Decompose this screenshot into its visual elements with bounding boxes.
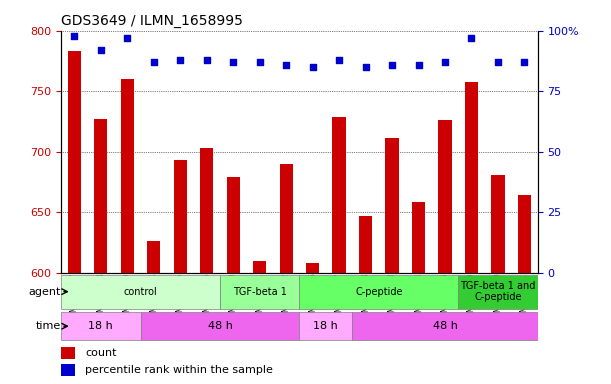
Text: GSM507416: GSM507416 bbox=[202, 273, 211, 323]
Point bbox=[308, 64, 318, 70]
FancyBboxPatch shape bbox=[353, 312, 538, 340]
Bar bbox=[491, 175, 505, 273]
Text: GSM507430: GSM507430 bbox=[494, 273, 502, 323]
Point bbox=[440, 59, 450, 65]
Point bbox=[229, 59, 238, 65]
Text: GDS3649 / ILMN_1658995: GDS3649 / ILMN_1658995 bbox=[61, 14, 243, 28]
Text: control: control bbox=[123, 286, 158, 297]
Bar bbox=[61, 364, 75, 376]
Bar bbox=[386, 138, 398, 273]
Bar bbox=[332, 117, 346, 273]
Text: agent: agent bbox=[29, 286, 61, 297]
Bar bbox=[61, 347, 75, 359]
Text: TGF-beta 1 and
C-peptide: TGF-beta 1 and C-peptide bbox=[460, 281, 536, 303]
Text: 18 h: 18 h bbox=[313, 321, 338, 331]
Point bbox=[414, 61, 423, 68]
FancyBboxPatch shape bbox=[141, 312, 299, 340]
Text: 48 h: 48 h bbox=[433, 321, 458, 331]
Text: GSM507423: GSM507423 bbox=[387, 273, 397, 323]
Bar bbox=[412, 202, 425, 273]
Text: GSM507424: GSM507424 bbox=[414, 273, 423, 323]
Text: GSM507418: GSM507418 bbox=[97, 273, 105, 323]
Bar bbox=[279, 164, 293, 273]
FancyBboxPatch shape bbox=[61, 275, 220, 309]
Text: GSM507425: GSM507425 bbox=[441, 273, 450, 323]
Text: GSM507426: GSM507426 bbox=[308, 273, 317, 323]
FancyBboxPatch shape bbox=[299, 275, 458, 309]
Bar bbox=[227, 177, 240, 273]
Text: GSM507422: GSM507422 bbox=[282, 273, 291, 323]
Text: count: count bbox=[85, 348, 117, 358]
Bar bbox=[518, 195, 531, 273]
FancyBboxPatch shape bbox=[61, 312, 141, 340]
Point bbox=[334, 57, 344, 63]
Text: 48 h: 48 h bbox=[208, 321, 232, 331]
FancyBboxPatch shape bbox=[220, 275, 299, 309]
Bar bbox=[465, 81, 478, 273]
Text: 18 h: 18 h bbox=[89, 321, 113, 331]
Point bbox=[467, 35, 477, 41]
Bar bbox=[94, 119, 108, 273]
Bar bbox=[359, 216, 372, 273]
Text: GSM507415: GSM507415 bbox=[176, 273, 185, 323]
Text: GSM507429: GSM507429 bbox=[467, 273, 476, 323]
Point bbox=[202, 57, 211, 63]
Bar bbox=[120, 79, 134, 273]
Point bbox=[122, 35, 132, 41]
Point bbox=[255, 59, 265, 65]
Point bbox=[96, 47, 106, 53]
Point bbox=[519, 59, 529, 65]
FancyBboxPatch shape bbox=[458, 275, 538, 309]
Point bbox=[70, 33, 79, 39]
Point bbox=[281, 61, 291, 68]
Bar bbox=[68, 51, 81, 273]
Text: TGF-beta 1: TGF-beta 1 bbox=[233, 286, 287, 297]
Bar bbox=[200, 148, 213, 273]
Text: percentile rank within the sample: percentile rank within the sample bbox=[85, 365, 273, 375]
Text: GSM507427: GSM507427 bbox=[335, 273, 343, 323]
Text: C-peptide: C-peptide bbox=[355, 286, 403, 297]
FancyBboxPatch shape bbox=[299, 312, 353, 340]
Text: GSM507419: GSM507419 bbox=[123, 273, 132, 323]
Text: GSM507421: GSM507421 bbox=[255, 273, 264, 323]
Text: GSM507414: GSM507414 bbox=[149, 273, 158, 323]
Bar bbox=[253, 260, 266, 273]
Bar bbox=[174, 160, 187, 273]
Bar bbox=[438, 120, 452, 273]
Text: time: time bbox=[36, 321, 61, 331]
Point bbox=[149, 59, 159, 65]
Text: GSM507417: GSM507417 bbox=[70, 273, 79, 323]
Text: GSM507420: GSM507420 bbox=[229, 273, 238, 323]
Point bbox=[493, 59, 503, 65]
Bar bbox=[306, 263, 319, 273]
Text: GSM507431: GSM507431 bbox=[520, 273, 529, 323]
Point bbox=[175, 57, 185, 63]
Point bbox=[360, 64, 370, 70]
Bar bbox=[147, 241, 160, 273]
Text: GSM507428: GSM507428 bbox=[361, 273, 370, 323]
Point bbox=[387, 61, 397, 68]
